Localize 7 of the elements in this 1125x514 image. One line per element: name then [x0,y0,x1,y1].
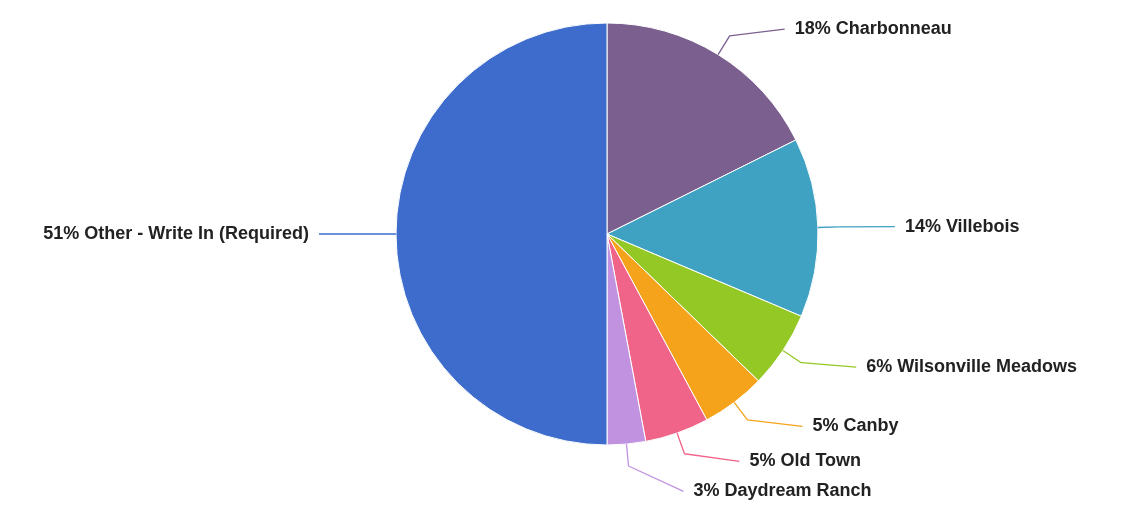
slice-label: 14% Villebois [904,215,1020,236]
slice-label: 5% Old Town [749,450,862,471]
slice-label: 18% Charbonneau [794,18,952,39]
slice-label: 6% Wilsonville Meadows [866,356,1078,377]
slice-label: 5% Canby [812,415,899,436]
slice-label: 3% Daydream Ranch [693,480,872,501]
slice-label: 51% Other - Write In (Required) [43,223,309,243]
